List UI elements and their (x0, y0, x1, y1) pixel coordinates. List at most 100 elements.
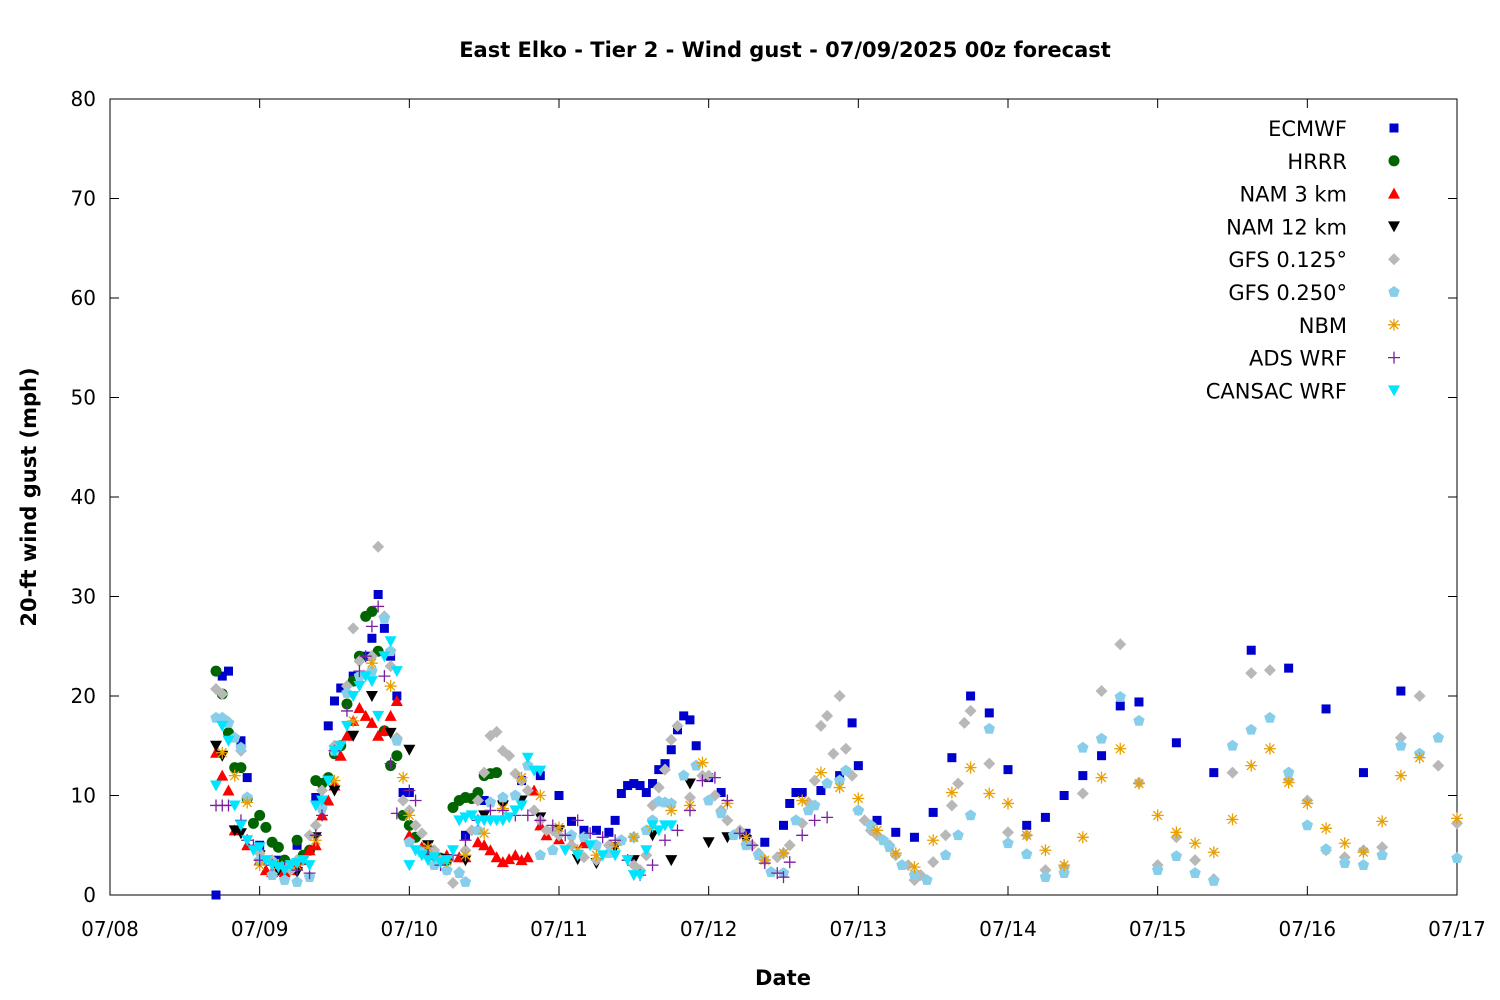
data-point (272, 862, 285, 874)
data-point (964, 704, 977, 717)
data-point (484, 796, 497, 808)
data-point (403, 836, 416, 848)
data-point (384, 709, 397, 721)
data-point (259, 855, 272, 867)
data-point (683, 778, 696, 790)
data-point (808, 814, 821, 827)
data-point (378, 670, 391, 683)
data-point (478, 839, 491, 851)
data-point (629, 779, 639, 789)
x-axis-label: Date (755, 966, 811, 990)
data-point (939, 829, 952, 842)
data-point (1413, 690, 1426, 702)
data-point (210, 780, 223, 792)
data-point (409, 845, 422, 857)
data-point (1282, 776, 1295, 789)
data-point (1245, 759, 1258, 772)
data-point (983, 757, 996, 770)
data-point (627, 831, 640, 844)
data-point (291, 834, 303, 846)
data-point (372, 710, 385, 722)
data-point (515, 771, 528, 784)
data-point (334, 749, 347, 761)
data-point (983, 787, 996, 800)
data-point (702, 794, 715, 806)
data-point (547, 844, 559, 856)
data-point (491, 767, 503, 779)
data-point (1170, 826, 1183, 839)
data-point (347, 714, 360, 727)
data-point (365, 620, 378, 633)
data-point (889, 847, 902, 860)
data-point (1357, 859, 1370, 870)
data-point (1095, 732, 1108, 744)
data-point (446, 877, 459, 890)
data-point (927, 834, 940, 847)
legend-item: ECMWF (1268, 117, 1399, 141)
data-point (1358, 768, 1368, 778)
data-point (604, 827, 614, 837)
y-tick-label: 20 (71, 684, 96, 708)
data-point (403, 744, 416, 756)
data-point (683, 804, 696, 817)
data-point (509, 805, 522, 817)
data-point (521, 851, 534, 863)
data-point (853, 761, 863, 771)
data-point (1320, 822, 1333, 835)
data-point (235, 741, 247, 753)
data-point (1077, 741, 1089, 753)
series-cansac-wrf (210, 636, 678, 882)
data-point (403, 860, 416, 872)
legend-label: GFS 0.125° (1228, 248, 1347, 272)
data-point (211, 890, 221, 900)
data-point (964, 809, 977, 821)
data-point (266, 869, 278, 880)
data-point (291, 876, 303, 887)
data-point (584, 840, 597, 852)
data-point (1226, 739, 1239, 751)
data-point (610, 815, 620, 825)
data-point (896, 859, 908, 870)
data-point (984, 708, 994, 718)
data-point (847, 718, 857, 728)
data-point (821, 811, 834, 824)
data-point (928, 807, 938, 817)
data-point (254, 809, 266, 821)
data-point (365, 676, 378, 688)
data-point (216, 720, 229, 732)
data-point (490, 851, 503, 863)
data-point (366, 605, 378, 617)
data-point (616, 789, 626, 799)
data-point (1114, 742, 1127, 755)
data-point (1076, 787, 1089, 800)
data-point (1282, 766, 1295, 778)
legend: ECMWF HRRR NAM 3 km NAM 12 km GFS 0.125° GFS … (1206, 117, 1400, 403)
data-point (497, 791, 509, 803)
data-point (210, 665, 222, 677)
data-point (1338, 837, 1351, 850)
data-point (1039, 864, 1052, 877)
data-point (652, 781, 665, 794)
data-point (665, 804, 678, 817)
data-point (1320, 843, 1332, 855)
data-point (553, 821, 565, 834)
data-point (740, 839, 752, 851)
data-point (833, 774, 846, 786)
data-point (808, 774, 821, 787)
data-point (1376, 815, 1389, 828)
series-nam-3-km (210, 694, 590, 878)
data-point (665, 855, 678, 867)
data-point (384, 757, 397, 770)
data-point (323, 721, 333, 731)
data-point (453, 815, 466, 827)
data-point (648, 779, 658, 789)
data-point (236, 736, 246, 746)
x-tick-label: 07/17 (1428, 917, 1486, 941)
data-point (365, 691, 378, 702)
data-point (777, 871, 790, 884)
data-point (1058, 859, 1071, 872)
data-point (316, 809, 329, 822)
data-point (353, 681, 366, 693)
legend-item: GFS 0.125° (1228, 248, 1400, 272)
data-point (1058, 867, 1070, 878)
